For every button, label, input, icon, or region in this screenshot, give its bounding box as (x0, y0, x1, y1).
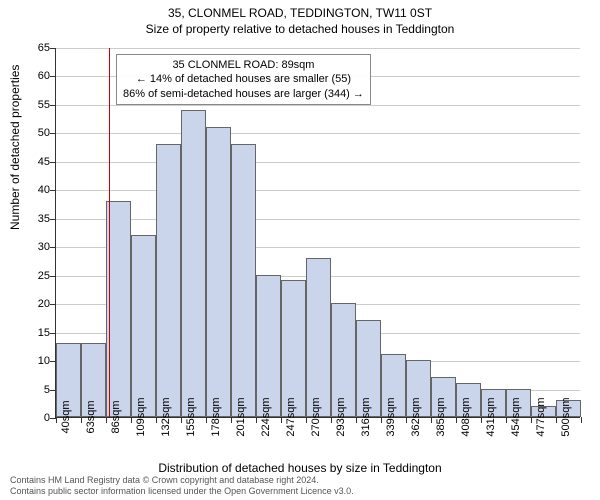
grid-line (56, 190, 580, 191)
histogram-bar (181, 110, 206, 417)
histogram-bar (131, 235, 156, 417)
x-tick (231, 417, 232, 423)
x-tick-label: 155sqm (185, 397, 197, 436)
x-tick (81, 417, 82, 423)
y-tick-label: 65 (28, 42, 50, 54)
x-tick-label: 270sqm (310, 397, 322, 436)
x-tick (381, 417, 382, 423)
x-tick-label: 431sqm (485, 397, 497, 436)
chart-title: 35, CLONMEL ROAD, TEDDINGTON, TW11 0ST (0, 0, 600, 20)
y-tick (50, 247, 56, 248)
grid-line (56, 48, 580, 49)
x-tick-label: 293sqm (335, 397, 347, 436)
x-tick (331, 417, 332, 423)
x-axis-title: Distribution of detached houses by size … (0, 461, 600, 475)
x-tick-label: 385sqm (435, 397, 447, 436)
x-tick (206, 417, 207, 423)
histogram-bar (206, 127, 231, 417)
x-tick (456, 417, 457, 423)
x-tick (506, 417, 507, 423)
footer-line: Contains public sector information licen… (10, 486, 354, 497)
y-tick (50, 48, 56, 49)
x-tick-label: 247sqm (285, 397, 297, 436)
x-tick (56, 417, 57, 423)
y-tick-label: 60 (28, 70, 50, 82)
x-tick-label: 316sqm (360, 397, 372, 436)
chart-subtitle: Size of property relative to detached ho… (0, 20, 600, 36)
x-tick-label: 63sqm (85, 400, 97, 433)
histogram-bar (306, 258, 331, 417)
x-tick-label: 477sqm (535, 397, 547, 436)
y-tick-label: 25 (28, 270, 50, 282)
x-tick (181, 417, 182, 423)
x-tick (156, 417, 157, 423)
footer-credits: Contains HM Land Registry data © Crown c… (10, 475, 354, 497)
y-tick (50, 190, 56, 191)
annotation-line: ← 14% of detached houses are smaller (55… (123, 72, 364, 86)
x-tick (306, 417, 307, 423)
x-tick-label: 500sqm (560, 397, 572, 436)
x-tick (281, 417, 282, 423)
y-axis-title: Number of detached properties (8, 65, 22, 230)
x-tick (531, 417, 532, 423)
y-tick (50, 304, 56, 305)
x-tick-label: 454sqm (510, 397, 522, 436)
y-tick (50, 76, 56, 77)
x-tick-label: 132sqm (160, 397, 172, 436)
y-tick-label: 10 (28, 355, 50, 367)
x-tick-label: 339sqm (385, 397, 397, 436)
annotation-line: 35 CLONMEL ROAD: 89sqm (123, 58, 364, 72)
y-tick-label: 30 (28, 241, 50, 253)
x-tick-label: 362sqm (410, 397, 422, 436)
reference-line (109, 48, 110, 417)
annotation-line: 86% of semi-detached houses are larger (… (123, 87, 364, 101)
x-tick-label: 40sqm (60, 400, 72, 433)
y-tick-label: 50 (28, 127, 50, 139)
x-tick-label: 408sqm (460, 397, 472, 436)
y-tick-label: 40 (28, 184, 50, 196)
histogram-bar (256, 275, 281, 417)
y-tick-label: 55 (28, 99, 50, 111)
y-tick (50, 333, 56, 334)
y-tick-label: 5 (28, 384, 50, 396)
y-tick-label: 45 (28, 156, 50, 168)
y-tick (50, 105, 56, 106)
y-tick (50, 276, 56, 277)
histogram-bar (156, 144, 181, 417)
grid-line (56, 219, 580, 220)
y-tick (50, 133, 56, 134)
x-tick (581, 417, 582, 423)
y-tick-label: 15 (28, 327, 50, 339)
x-tick (481, 417, 482, 423)
x-tick-label: 178sqm (210, 397, 222, 436)
grid-line (56, 133, 580, 134)
grid-line (56, 105, 580, 106)
histogram-bar (231, 144, 256, 417)
x-tick-label: 86sqm (110, 400, 122, 433)
footer-line: Contains HM Land Registry data © Crown c… (10, 475, 354, 486)
y-tick (50, 219, 56, 220)
x-tick-label: 201sqm (235, 397, 247, 436)
y-tick-label: 35 (28, 213, 50, 225)
y-tick-label: 0 (28, 412, 50, 424)
y-tick-label: 20 (28, 298, 50, 310)
x-tick (356, 417, 357, 423)
y-tick (50, 162, 56, 163)
x-tick (431, 417, 432, 423)
chart-area: 0510152025303540455055606540sqm63sqm86sq… (55, 48, 580, 418)
x-tick (106, 417, 107, 423)
annotation-box: 35 CLONMEL ROAD: 89sqm← 14% of detached … (116, 54, 371, 105)
x-tick-label: 109sqm (135, 397, 147, 436)
x-tick (256, 417, 257, 423)
x-tick (131, 417, 132, 423)
x-tick (406, 417, 407, 423)
grid-line (56, 162, 580, 163)
x-tick-label: 224sqm (260, 397, 272, 436)
x-tick (556, 417, 557, 423)
